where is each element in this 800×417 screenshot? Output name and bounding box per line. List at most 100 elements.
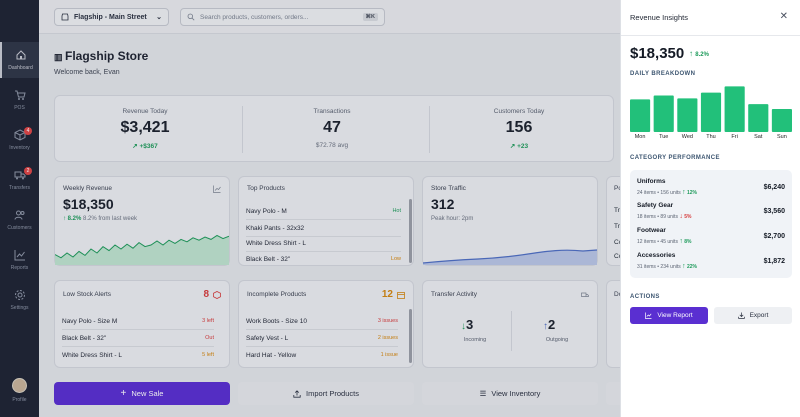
stock-status: Out (205, 335, 214, 341)
partial-card-text: Tr (614, 207, 620, 214)
category-meta: 24 items • 156 units ↑ 12% (637, 189, 697, 196)
list-item[interactable]: Navy Polo - Size M 3 left (62, 313, 214, 329)
import-products-button[interactable]: Import Products (238, 382, 414, 405)
category-row[interactable]: Safety Gear 18 items • 89 units ↓ 5% $3,… (637, 202, 785, 227)
kpi-change-text: +23 (517, 143, 529, 150)
sidebar-item-settings[interactable]: Settings (0, 282, 39, 318)
store-selector[interactable]: Flagship - Main Street ⌄ (54, 8, 169, 26)
kpi-change: ↗ +23 (429, 142, 609, 150)
list-item[interactable]: Work Boots - Size 10 3 issues (246, 313, 398, 329)
transfer-activity-card[interactable]: Transfer Activity ↓3 Incoming ↑2 Outgoin… (422, 280, 598, 368)
export-button[interactable]: Export (714, 307, 792, 324)
incoming-label: Incoming (463, 337, 487, 343)
arrow-down-icon: ↓ (461, 321, 466, 332)
drawer-title: Revenue Insights (630, 13, 688, 22)
sidebar-item-dashboard[interactable]: Dashboard (0, 42, 39, 78)
category-change: 12% (687, 190, 698, 196)
scrollbar[interactable] (409, 309, 412, 363)
low-stock-count: 8 (203, 289, 209, 300)
search-input[interactable]: Search products, customers, orders... ⌘K (180, 8, 385, 26)
bar-sun (771, 108, 792, 132)
sparkline-area (55, 235, 229, 265)
outgoing-value: 2 (548, 317, 556, 332)
store-traffic-card[interactable]: Store Traffic 312 Peak hour: 2pm (422, 176, 598, 266)
list-item[interactable]: Black Belt - 32" Low (246, 251, 401, 267)
new-sale-label: New Sale (131, 389, 164, 398)
card-title: Weekly Revenue (63, 185, 113, 192)
tick-label-fri: Fri (731, 134, 738, 140)
item-name: Navy Polo - Size M (62, 317, 118, 325)
view-inventory-label: View Inventory (491, 389, 541, 398)
kpi-value: 47 (323, 119, 341, 136)
category-row[interactable]: Footwear 12 items • 45 units ↑ 8% $2,700 (637, 227, 785, 252)
kpi-label: Revenue Today (122, 108, 168, 115)
arrow-up-icon: ↑ (682, 189, 686, 196)
sidebar-item-inventory[interactable]: Inventory 4 (0, 122, 39, 158)
kpi-card: Revenue Today $3,421 ↗ +$367 Transaction… (54, 95, 614, 162)
incoming-count: ↓3 (461, 317, 473, 332)
list-item[interactable]: Hard Hat - Yellow 1 issue (246, 347, 398, 363)
outgoing-count: ↑2 (543, 317, 555, 332)
new-sale-button[interactable]: + New Sale (54, 382, 230, 405)
low-stock-card[interactable]: Low Stock Alerts 8 Navy Polo - Size M 3 l… (54, 280, 230, 368)
category-meta: 18 items • 89 units ↓ 5% (637, 213, 691, 220)
list-item[interactable]: Navy Polo - M Hot (246, 203, 401, 219)
drawer-change-text: 8.2% (695, 52, 709, 58)
sidebar-item-transfers[interactable]: Transfers 2 (0, 162, 39, 198)
weekly-revenue-sub: ↑ 8.2% 8.2% from last week (63, 216, 137, 222)
sidebar-item-customers[interactable]: Customers (0, 202, 39, 238)
incoming-value: 3 (466, 317, 474, 332)
export-label: Export (749, 312, 769, 319)
view-inventory-button[interactable]: ☰ View Inventory (422, 382, 598, 405)
category-value: $3,560 (763, 208, 785, 215)
drawer-change: ↑ 8.2% (689, 49, 709, 58)
sparkline-line (55, 234, 229, 259)
card-title: Store Traffic (431, 185, 466, 192)
incomplete-products-card[interactable]: Incomplete Products 12 Work Boots - Size… (238, 280, 414, 368)
item-name: Hard Hat - Yellow (246, 351, 297, 359)
list-item[interactable]: Khaki Pants - 32x32 (246, 220, 401, 236)
sidebar-item-reports[interactable]: Reports (0, 242, 39, 278)
product-tag: Low (390, 256, 401, 262)
view-report-button[interactable]: View Report (630, 307, 708, 324)
kpi-label: Transactions (313, 108, 351, 115)
list-item[interactable]: Black Belt - 32" Out (62, 330, 214, 346)
item-name: White Dress Shirt - L (62, 351, 122, 359)
partial-card-text: Co (614, 239, 623, 246)
kpi-label: Customers Today (493, 108, 545, 115)
top-products-card[interactable]: Top Products Navy Polo - M Hot Khaki Pant… (238, 176, 414, 266)
category-change: 8% (684, 239, 692, 245)
gear-icon (14, 290, 25, 300)
list-item[interactable]: White Dress Shirt - L (246, 235, 401, 251)
partial-card-text: Do (614, 291, 623, 298)
sidebar-item-label: POS (14, 105, 25, 111)
chart-icon (14, 250, 25, 261)
category-row[interactable]: Accessories 31 items • 234 units ↑ 22% $… (637, 252, 785, 277)
issue-status: 1 issue (380, 352, 398, 358)
bar-sat (748, 104, 769, 132)
trend-up-icon: ↗ (509, 143, 518, 150)
close-icon[interactable]: ✕ (779, 11, 788, 22)
profile-button[interactable]: Profile (0, 378, 39, 403)
store-selector-label: Flagship - Main Street (74, 13, 147, 21)
list-item[interactable]: White Dress Shirt - L 5 left (62, 347, 214, 363)
category-change: 22% (687, 264, 698, 270)
store-icon (61, 13, 69, 21)
list-item[interactable]: Safety Vest - L 2 issues (246, 330, 398, 346)
upload-icon (293, 389, 301, 398)
home-icon (16, 50, 25, 60)
chevron-down-icon: ⌄ (156, 14, 162, 21)
kpi-transactions: Transactions 47 $72.78 avg (242, 96, 422, 163)
sidebar-item-pos[interactable]: POS (0, 82, 39, 118)
sidebar-item-label: Customers (7, 225, 32, 231)
category-name: Uniforms (637, 178, 666, 185)
category-meta: 31 items • 234 units ↑ 22% (637, 263, 697, 270)
outgoing-label: Outgoing (545, 337, 569, 343)
weekly-revenue-card[interactable]: Weekly Revenue $18,350 ↑ 8.2% 8.2% from … (54, 176, 230, 266)
item-name: Black Belt - 32" (62, 334, 107, 342)
category-meta: 12 items • 45 units ↑ 8% (637, 238, 691, 245)
item-name: Work Boots - Size 10 (246, 317, 307, 325)
scrollbar[interactable] (409, 199, 412, 263)
box-alert-icon (213, 291, 221, 299)
category-row[interactable]: Uniforms 24 items • 156 units ↑ 12% $6,2… (637, 178, 785, 203)
